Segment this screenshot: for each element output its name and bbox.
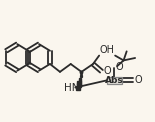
Text: Abs: Abs (105, 76, 124, 85)
Text: O: O (116, 62, 123, 72)
Text: O: O (135, 75, 142, 85)
Text: O: O (103, 66, 111, 76)
Text: HN: HN (64, 83, 79, 92)
Text: OH: OH (100, 45, 115, 55)
Bar (107, 77, 122, 84)
